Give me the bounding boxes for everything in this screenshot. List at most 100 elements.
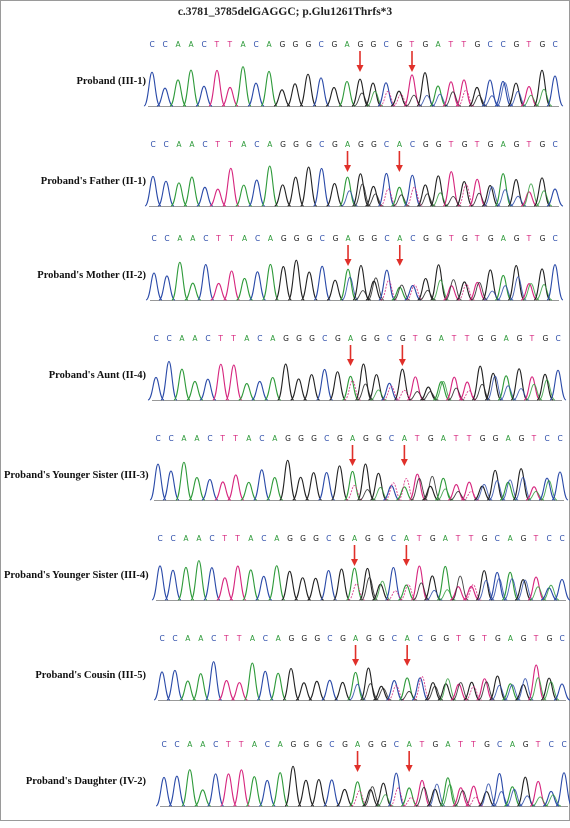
trace-peak	[242, 569, 260, 601]
trace-peak	[339, 268, 357, 301]
base-call: A	[175, 40, 181, 49]
trace-peak	[546, 264, 564, 301]
base-call: T	[468, 534, 474, 543]
trace-peak	[448, 484, 465, 501]
trace-peak	[201, 478, 219, 501]
trace-peak	[179, 680, 197, 701]
trace-secondary-peak	[380, 188, 397, 207]
trace-secondary-peak	[354, 183, 371, 207]
trace-peak	[378, 269, 396, 301]
trace-secondary-peak	[477, 580, 495, 601]
trace-secondary-peak	[413, 675, 431, 701]
trace-secondary-peak	[370, 389, 387, 401]
trace-peak	[207, 773, 225, 807]
trace-peak	[540, 677, 558, 701]
base-call: C	[203, 234, 209, 243]
base-call: A	[503, 334, 509, 343]
base-call: C	[552, 40, 558, 49]
sample-label: Proband's Aunt (II-4)	[48, 370, 146, 381]
trace-peak	[227, 474, 245, 501]
base-call: C	[410, 234, 416, 243]
trace-secondary-peak	[493, 791, 510, 807]
trace-peak	[203, 567, 221, 601]
base-call: G	[331, 40, 338, 49]
trace-peak	[460, 481, 478, 501]
base-call: G	[542, 334, 549, 343]
base-call: G	[332, 234, 339, 243]
base-call: T	[458, 740, 463, 749]
trace-peak	[323, 779, 341, 807]
trace-peak	[377, 172, 395, 207]
base-call: T	[233, 434, 238, 443]
trace-peak	[157, 180, 175, 207]
sample-label: Proband's Cousin (III-5)	[35, 670, 146, 681]
trace-peak	[325, 86, 343, 107]
trace-peak	[429, 175, 447, 207]
base-call: C	[552, 140, 558, 149]
chromatogram-panel: Proband's Cousin (III-5) C C A A C T T A C A G G G C G A…	[0, 630, 570, 722]
trace-secondary-peak	[488, 480, 506, 501]
trace-peak	[232, 769, 250, 807]
trace-peak	[481, 269, 499, 301]
chromatogram-panel: Proband's Younger Sister (III-3) C C A A C T T A…	[0, 430, 570, 522]
trace-peak	[208, 69, 226, 107]
base-call: A	[344, 40, 350, 49]
base-call: C	[324, 434, 330, 443]
trace-secondary-peak	[496, 82, 514, 107]
base-call: C	[253, 40, 259, 49]
trace-peak	[181, 769, 199, 807]
trace-peak	[455, 180, 473, 207]
trace-secondary-peak	[439, 589, 456, 601]
base-call: C	[319, 234, 325, 243]
base-call: C	[209, 534, 215, 543]
base-call: C	[546, 534, 552, 543]
figure-title: c.3781_3785delGAGGC; p.Glu1261Thrfs*3	[177, 6, 393, 18]
base-call: A	[353, 634, 359, 643]
trace-secondary-peak	[445, 279, 462, 301]
trace-peak	[184, 282, 202, 301]
base-call: A	[397, 234, 403, 243]
trace-peak	[171, 261, 189, 301]
trace-secondary-peak	[478, 681, 495, 701]
base-call: A	[404, 634, 410, 643]
base-call: T	[238, 740, 244, 749]
trace-peak	[300, 271, 318, 301]
base-call: A	[507, 634, 514, 643]
trace-peak	[471, 365, 489, 401]
trace-peak	[297, 779, 315, 807]
trace-peak	[553, 578, 570, 601]
trace-peak	[231, 682, 248, 701]
base-call: T	[464, 334, 470, 343]
trace-peak	[538, 477, 556, 501]
base-call: T	[228, 140, 233, 149]
base-call: A	[177, 234, 183, 243]
chromatogram-trace	[155, 751, 570, 807]
mutation-arrow-head	[344, 259, 352, 266]
trace-peak	[462, 585, 480, 601]
trace-peak	[445, 376, 463, 401]
base-call: G	[357, 140, 364, 149]
base-call: G	[494, 634, 501, 643]
base-call: G	[357, 40, 364, 49]
sample-label: Proband's Mother (II-2)	[37, 270, 146, 281]
base-call: T	[231, 334, 236, 343]
trace-peak	[287, 176, 305, 207]
base-call: T	[416, 534, 422, 543]
trace-secondary-peak	[406, 186, 423, 207]
base-call: T	[474, 234, 480, 243]
trace-peak	[497, 375, 515, 401]
base-call: G	[469, 634, 475, 643]
base-call: C	[557, 434, 563, 443]
base-call: A	[249, 634, 255, 643]
base-call: G	[539, 140, 546, 149]
base-call: A	[345, 140, 351, 149]
trace-peak	[287, 259, 305, 301]
chromatogram-trace	[143, 51, 564, 107]
base-call: T	[482, 634, 487, 643]
base-call: A	[277, 740, 283, 749]
trace-secondary-peak	[454, 790, 471, 807]
base-call: C	[559, 534, 565, 543]
trace-peak	[456, 281, 473, 301]
base-call: A	[267, 140, 273, 149]
base-call: A	[345, 234, 351, 243]
